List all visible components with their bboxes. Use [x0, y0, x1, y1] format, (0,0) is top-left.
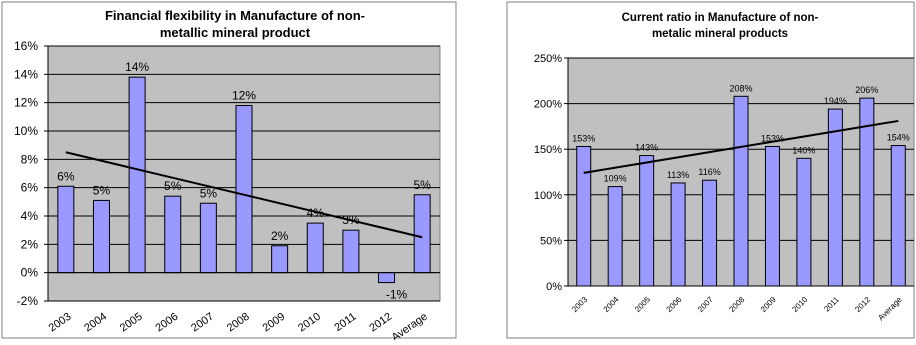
bar-2004	[92, 199, 110, 274]
y-tick-label: 250%	[534, 53, 562, 65]
y-tick-label: 2%	[21, 237, 39, 251]
y-tick-label: 12%	[14, 96, 38, 110]
bar-2007	[702, 179, 718, 287]
plot-area: 0% 50% 100% 150% 200% 250% 153% 109% 143% 113% 116…	[534, 53, 915, 322]
trendline	[65, 151, 423, 239]
y-tick-label: 4%	[21, 209, 39, 223]
y-tick-label: 6%	[21, 181, 39, 195]
data-label-2012: 206%	[855, 85, 878, 95]
bar-2011	[342, 229, 360, 274]
y-tick-label: 16%	[14, 39, 38, 53]
data-label-2010: 4%	[307, 206, 325, 220]
data-label-2009: 2%	[271, 229, 289, 243]
chart-title-line-1: Financial flexibility in Manufacture of …	[105, 8, 365, 23]
data-label-2007: 116%	[698, 167, 720, 177]
data-label-2008: 208%	[729, 83, 752, 93]
bar-2006	[164, 195, 182, 274]
chart-financial-flexibility: Financial flexibility in Manufacture of …	[1, 1, 457, 344]
y-tick-label: 100%	[534, 190, 562, 202]
trendline	[583, 119, 899, 174]
data-label-2006: 113%	[667, 170, 689, 180]
bar-2010	[796, 157, 812, 287]
y-tick-label: 150%	[534, 144, 562, 156]
y-tick-label: -2%	[17, 294, 39, 308]
data-label-2007: 5%	[200, 186, 218, 200]
data-label-2011: 194%	[824, 96, 847, 106]
data-label-2010: 140%	[792, 145, 815, 155]
y-tick-label: 200%	[534, 99, 562, 111]
y-tick-label: 0%	[21, 266, 39, 280]
bar-2008	[733, 95, 749, 287]
chart-title-line-2: metalic mineral products	[652, 28, 788, 40]
y-tick-label: 0%	[546, 281, 562, 293]
bar-2009	[764, 145, 780, 287]
bar-2003	[57, 185, 75, 274]
bar-2006	[670, 182, 686, 287]
bar-2008	[235, 105, 253, 274]
bar-2010	[306, 222, 324, 274]
bar-2003	[576, 145, 592, 287]
data-label-2012: -1%	[386, 288, 408, 302]
chart-title-line-2: metallic mineral product	[160, 25, 311, 40]
data-label-2005: 14%	[125, 60, 149, 74]
bar-2007	[199, 202, 217, 274]
data-label-2004: 5%	[93, 183, 111, 197]
bar-2004	[607, 186, 623, 287]
data-label-Average: 154%	[887, 133, 910, 143]
plot-area: -2% 0% 2% 4% 6% 8% 10% 12% 14% 16% 6% 5% 14% 5% 5% 12% 2…	[14, 39, 441, 344]
bar-2012	[378, 272, 396, 284]
chart-current-ratio: Current ratio in Manufacture of non- met…	[506, 1, 915, 339]
data-label-2004: 109%	[604, 174, 627, 184]
bar-Average	[413, 194, 431, 274]
bar-Average	[890, 145, 906, 287]
bar-2005	[639, 155, 655, 287]
y-tick-label: 8%	[21, 152, 39, 166]
bar-2011	[827, 108, 843, 287]
y-tick-label: 50%	[540, 235, 562, 247]
data-label-2003: 6%	[57, 169, 75, 183]
bar-2009	[271, 245, 289, 274]
data-label-2008: 12%	[232, 89, 256, 103]
chart-title-line-1: Current ratio in Manufacture of non-	[622, 12, 819, 24]
data-label-Average: 5%	[414, 178, 432, 192]
data-label-2006: 5%	[164, 179, 182, 193]
y-tick-label: 14%	[14, 67, 38, 81]
data-label-2009: 153%	[761, 133, 784, 143]
data-label-2003: 153%	[572, 133, 595, 143]
bar-2005	[128, 76, 146, 274]
y-tick-label: 10%	[14, 124, 38, 138]
data-label-2005: 143%	[635, 143, 658, 153]
